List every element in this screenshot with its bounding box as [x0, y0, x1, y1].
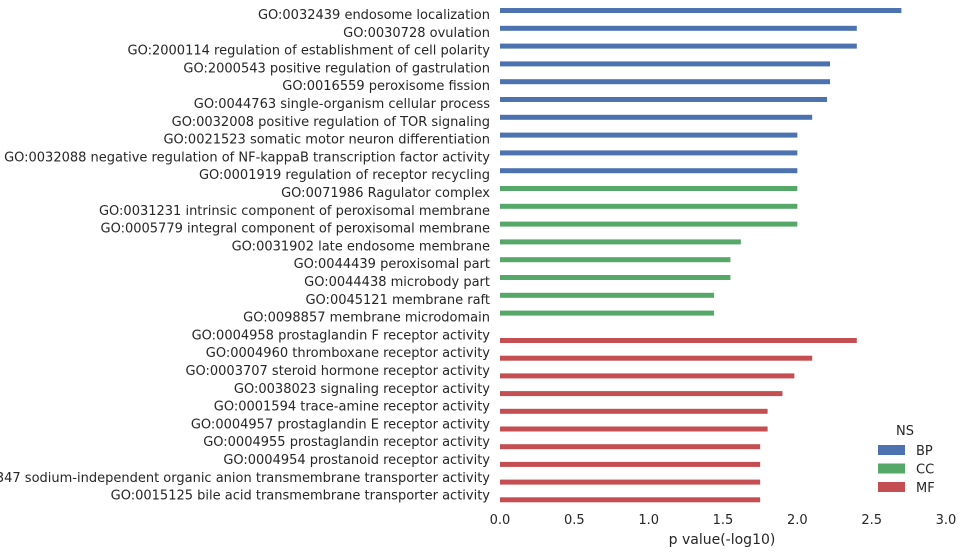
bar-mf [500, 338, 857, 343]
bar-cc [500, 310, 715, 316]
legend-label-cc: CC [916, 463, 934, 478]
category-label: GO:0031902 late endosome membrane [232, 239, 490, 254]
bar-bp [500, 114, 813, 120]
bar-mf [500, 373, 795, 379]
legend: NS BP CC MF [878, 424, 935, 496]
bar-mf [500, 355, 813, 361]
legend-swatch-mf [878, 482, 905, 492]
category-label: GO:0015125 bile acid transmembrane trans… [111, 489, 491, 504]
category-label: GO:2000114 regulation of establishment o… [128, 44, 491, 59]
bars-layer [500, 8, 902, 503]
bar-mf [500, 461, 761, 467]
bar-bp [500, 97, 828, 102]
category-label: GO:0004957 prostaglandin E receptor acti… [191, 417, 490, 432]
category-label: GO:0032088 negative regulation of NF-kap… [4, 150, 490, 165]
bar-mf [500, 391, 783, 397]
x-axis-title: p value(-log10) [669, 532, 776, 548]
x-tick-label: 1.5 [713, 513, 734, 528]
bar-cc [500, 292, 715, 298]
category-label: GO:0031231 intrinsic component of peroxi… [99, 204, 490, 219]
bar-cc [500, 275, 731, 280]
category-label: GO:0004960 thromboxane receptor activity [206, 346, 491, 361]
category-label: GO:0044763 single-organism cellular proc… [194, 97, 490, 112]
bar-cc [500, 221, 798, 227]
category-label: GO:0038023 signaling receptor activity [234, 382, 490, 397]
legend-swatch-bp [878, 445, 905, 455]
x-tick-label: 0.0 [490, 513, 511, 528]
bar-cc [500, 257, 731, 263]
legend-entries: BP CC MF [878, 444, 935, 496]
category-label: GO:0032008 positive regulation of TOR si… [172, 115, 490, 130]
category-label: GO:0015347 sodium-independent organic an… [0, 471, 490, 486]
category-label: GO:0003707 steroid hormone receptor acti… [185, 364, 490, 379]
legend-title: NS [896, 424, 914, 439]
bar-bp [500, 8, 902, 13]
x-tick-label: 0.5 [564, 513, 585, 528]
bar-mf [500, 497, 761, 503]
category-label: GO:0098857 membrane microdomain [243, 311, 490, 326]
category-label: GO:0044438 microbody part [304, 275, 490, 290]
legend-swatch-cc [878, 463, 905, 474]
bar-mf [500, 408, 768, 414]
x-tick-label: 1.0 [638, 513, 659, 528]
category-label: GO:0071986 Ragulator complex [281, 186, 490, 201]
category-label: GO:0005779 integral component of peroxis… [101, 222, 490, 237]
bar-bp [500, 132, 798, 138]
bar-bp [500, 150, 798, 156]
bar-cc [500, 186, 798, 191]
bar-cc [500, 203, 798, 209]
bar-mf [500, 426, 768, 432]
bar-mf [500, 444, 761, 450]
bar-cc [500, 239, 741, 245]
bar-bp [500, 43, 857, 49]
x-tick-label: 2.5 [861, 513, 882, 528]
category-label: GO:0030728 ovulation [343, 26, 490, 41]
category-label: GO:0021523 somatic motor neuron differen… [163, 133, 490, 148]
bar-bp [500, 79, 831, 85]
x-tick-label: 3.0 [936, 513, 957, 528]
bar-bp [500, 168, 798, 174]
bar-mf [500, 479, 761, 485]
x-tick-label: 2.0 [787, 513, 808, 528]
category-label: GO:0016559 peroxisome fission [282, 79, 490, 94]
legend-label-mf: MF [916, 481, 935, 496]
category-labels: GO:0032439 endosome localization GO:00307… [0, 8, 490, 504]
bar-bp [500, 61, 831, 67]
category-label: GO:0001594 trace-amine receptor activity [214, 400, 491, 415]
x-axis: 0.0 0.5 1.0 1.5 2.0 2.5 3.0 [490, 513, 957, 528]
category-label: GO:0044439 peroxisomal part [294, 257, 490, 272]
category-label: GO:0032439 endosome localization [258, 8, 490, 23]
category-label: GO:0004954 prostanoid receptor activity [223, 453, 490, 468]
category-label: GO:0045121 membrane raft [305, 293, 490, 308]
category-label: GO:2000543 positive regulation of gastru… [183, 61, 490, 76]
category-label: GO:0004958 prostaglandin F receptor acti… [192, 328, 491, 343]
bar-bp [500, 25, 857, 31]
category-label: GO:0004955 prostaglandin receptor activi… [203, 435, 490, 450]
category-label: GO:0001919 regulation of receptor recycl… [199, 168, 490, 183]
legend-label-bp: BP [916, 444, 933, 459]
